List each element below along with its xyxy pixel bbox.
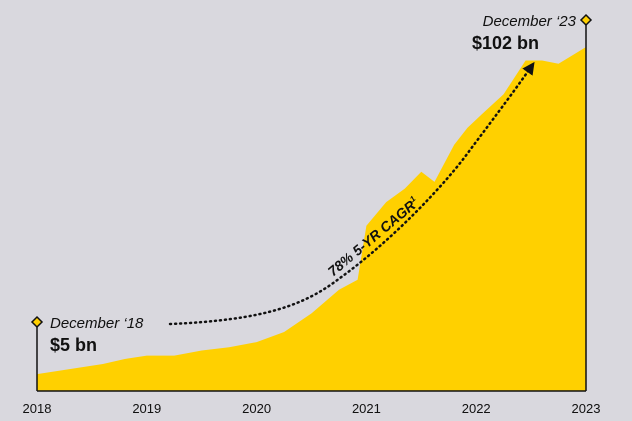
cagr-arrow <box>168 61 535 326</box>
x-tick-label-2019: 2019 <box>132 401 161 416</box>
start-diamond-icon <box>30 315 44 329</box>
start-date-label: December ‘18 <box>50 315 144 332</box>
cagr-footnote-superscript: 1 <box>408 194 418 204</box>
end-date-label: December ‘23 <box>483 13 577 30</box>
x-tick-labels: 2018 2019 2020 2021 2022 2023 <box>23 401 601 416</box>
x-tick-label-2021: 2021 <box>352 401 381 416</box>
x-tick-label-2018: 2018 <box>23 401 52 416</box>
start-value-label: $5 bn <box>50 335 97 355</box>
end-diamond-icon <box>579 13 593 27</box>
x-tick-label-2022: 2022 <box>462 401 491 416</box>
x-tick-label-2023: 2023 <box>572 401 601 416</box>
x-tick-label-2020: 2020 <box>242 401 271 416</box>
area-series <box>37 47 586 391</box>
end-value-label: $102 bn <box>472 33 539 53</box>
